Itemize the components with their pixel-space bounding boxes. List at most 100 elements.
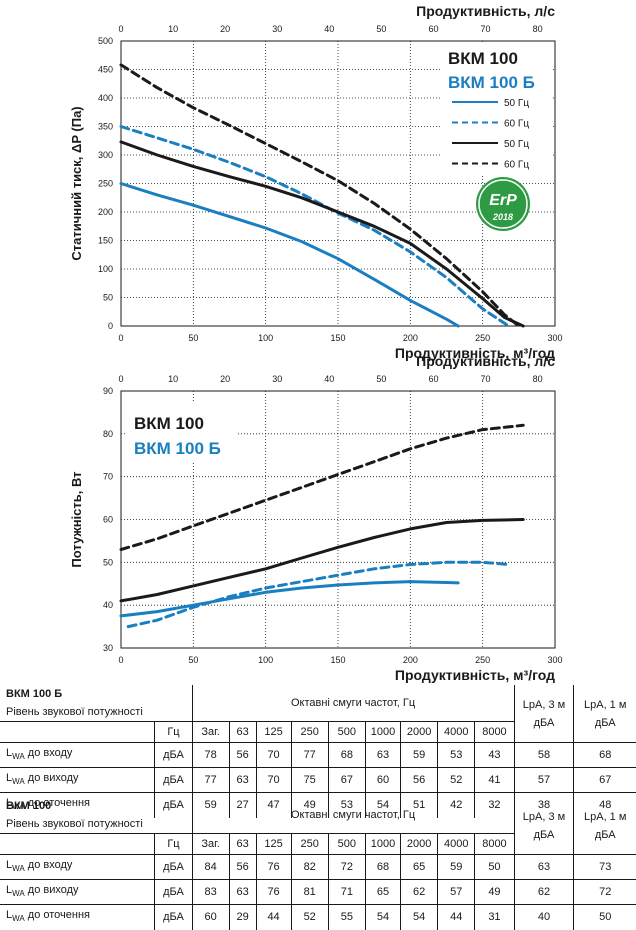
table-row: LWA до оточення дБА 60 29 44 52 55 54 54 44 31 40 50 [0,904,636,930]
row-value: 76 [255,853,292,880]
row-value: 57 [437,879,475,905]
table-model: ВКМ 100 [6,800,52,812]
row-value: 52 [290,904,329,930]
x2-tick-label: 60 [428,374,438,384]
row-value: 75 [290,767,329,793]
x2-tick-label: 40 [324,374,334,384]
x2-tick-label: 30 [272,374,282,384]
row-value: 71 [327,879,366,905]
table-row: LWA до виходу дБА 83 63 76 81 71 65 62 57 49 62 72 [0,879,636,905]
legend-label: 50 Гц [504,139,529,150]
legend-title: ВКМ 100 [448,49,518,68]
y-tick-label: 400 [98,93,113,103]
row-value: 54 [400,904,438,930]
row-value: 29 [228,904,257,930]
row-lpa3: 57 [513,767,574,793]
row-value: 63 [364,741,401,768]
y-tick-label: 50 [103,293,113,303]
x-tick-label: 250 [475,655,490,665]
row-label: LWA до входу [0,853,155,880]
band-label: 2000 [400,721,438,743]
band-label: 500 [327,721,366,743]
erp-ring [478,179,528,229]
table-model: ВКМ 100 Б [6,688,63,700]
band-label: 4000 [437,721,475,743]
series-line [126,560,511,629]
row-value: 67 [327,767,366,793]
row-value: 53 [437,741,475,768]
row-value: 68 [327,741,366,768]
x2-tick-label: 10 [168,374,178,384]
row-value: 44 [255,904,292,930]
row-value: 68 [364,853,401,880]
x-tick-label: 200 [403,333,418,343]
lpa1-header: LpA, 1 м дБА [573,685,636,743]
row-value: 63 [228,879,257,905]
row-unit: дБА [154,767,193,793]
row-unit: дБА [154,792,193,818]
band-label: Заг. [191,833,230,855]
band-label: 2000 [400,833,438,855]
x-tick-label: 100 [258,333,273,343]
x-tick-label: 0 [118,655,123,665]
row-unit: дБА [154,904,193,930]
band-label: 63 [228,833,257,855]
x2-tick-label: 80 [533,24,543,34]
table-row: LWA до виходу дБА 77 63 70 75 67 60 56 52 41 57 67 [0,767,636,793]
row-unit: дБА [154,853,193,880]
row-lpa3: 62 [513,879,574,905]
y-tick-label: 150 [98,236,113,246]
row-label: LWA до оточення [0,792,155,818]
row-value: 65 [364,879,401,905]
x2-tick-label: 0 [118,24,123,34]
row-value: 62 [400,879,438,905]
x-tick-label: 0 [118,333,123,343]
x-tick-label: 50 [188,333,198,343]
x2-tick-label: 40 [324,24,334,34]
row-value: 60 [191,904,230,930]
pressure-chart: 0 50 100 150 200 250 3000501001502002503003504… [69,3,563,361]
erp-badge [476,177,530,231]
legend-title: ВКМ 100 [134,414,204,433]
legend-title: ВКМ 100 Б [448,73,535,92]
hz-header: Гц [154,833,193,855]
lpa3-header: LpA, 3 м дБА [513,685,574,743]
row-value: 60 [364,767,401,793]
x-tick-label: 50 [188,655,198,665]
x2-tick-label: 20 [220,374,230,384]
x2-tick-label: 10 [168,24,178,34]
row-value: 44 [437,904,475,930]
band-label: Заг. [191,721,230,743]
row-lpa1: 72 [573,879,636,905]
row-lpa1: 67 [573,767,636,793]
legend-title: ВКМ 100 Б [134,439,221,458]
row-value: 63 [228,767,257,793]
row-value: 78 [191,741,230,768]
band-label: 8000 [474,721,515,743]
series-line [119,63,521,328]
row-value: 56 [228,741,257,768]
x2-tick-label: 60 [428,24,438,34]
y-tick-label: 500 [98,36,113,46]
y-tick-label: 350 [98,122,113,132]
row-label: LWA до виходу [0,767,155,793]
lpa3-header: LpA, 3 м дБА [513,797,574,855]
x2-tick-label: 70 [481,24,491,34]
table-subtitle: Рівень звукової потужності [6,818,143,830]
y-tick-label: 0 [108,321,113,331]
band-label: 250 [290,721,329,743]
x-tick-label: 300 [547,655,562,665]
sound-table: ВКМ 100 Октавні смуги частот, Гц LpA, 3 м … [0,797,636,930]
y-tick-label: 30 [103,643,113,653]
x2-tick-label: 80 [533,374,543,384]
x-tick-label: 150 [330,333,345,343]
row-lpa1: 68 [573,741,636,768]
y-tick-label: 70 [103,472,113,482]
row-unit: дБА [154,879,193,905]
row-value: 31 [474,904,515,930]
legend-label: 50 Гц [504,98,529,109]
row-value: 52 [437,767,475,793]
band-label: 250 [290,833,329,855]
band-label: 8000 [474,833,515,855]
empty-cell [0,833,155,855]
